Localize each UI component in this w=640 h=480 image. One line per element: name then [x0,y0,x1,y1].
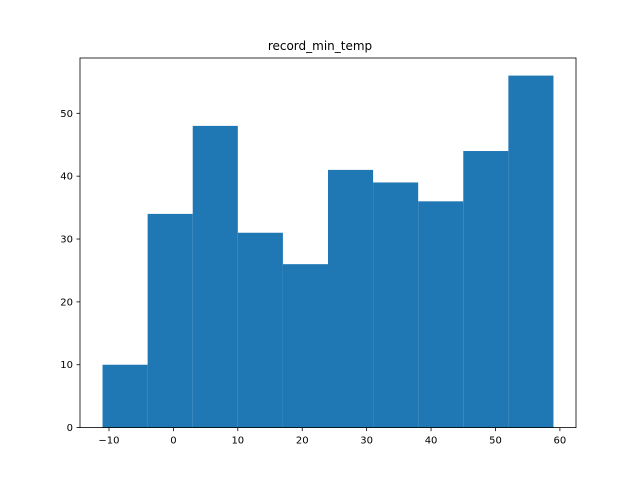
bar-bin-3 [237,232,283,428]
x-tick-label-2: 10 [231,436,244,447]
bar-bin-4 [282,264,328,428]
x-tick-label-7: 60 [554,436,567,447]
y-tick-label-3: 30 [60,235,73,246]
x-tick-label-3: 20 [296,436,309,447]
y-tick-label-4: 40 [60,172,73,183]
bar-bin-5 [328,169,374,428]
x-tick-label-1: 0 [170,436,176,447]
bar-bin-7 [418,201,464,428]
y-tick-label-0: 0 [67,423,73,434]
x-tick-label-6: 50 [489,436,502,447]
bar-bin-0 [102,364,148,428]
x-tick-label-5: 40 [425,436,438,447]
bar-bin-8 [463,151,509,428]
bar-bin-1 [147,213,193,428]
plot-frame [79,57,577,429]
x-axis: −10 0 10 20 30 40 50 60 [98,427,567,447]
x-tick-label-0: −10 [98,436,119,447]
bar-bin-2 [192,125,238,428]
y-tick-label-5: 50 [60,109,73,120]
x-tick-label-4: 30 [360,436,373,447]
bar-bin-6 [373,182,419,428]
chart-title: record_min_temp [268,39,372,53]
y-axis: 0 10 20 30 40 50 [60,109,80,434]
bars-group [102,75,554,428]
y-tick-label-1: 10 [60,360,73,371]
y-tick-label-2: 20 [60,297,73,308]
bar-bin-9 [508,75,554,428]
